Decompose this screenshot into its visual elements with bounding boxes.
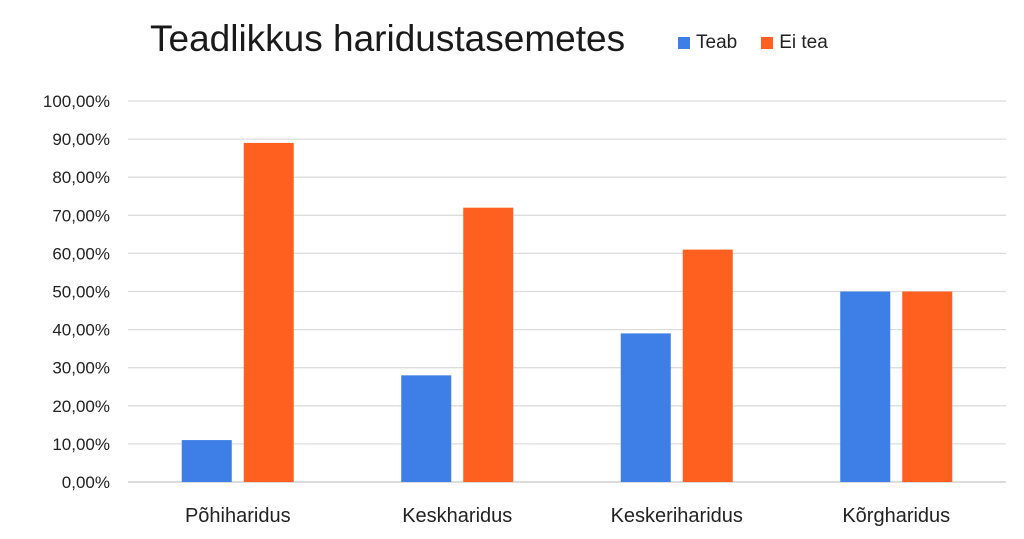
- legend-label-ei-tea: Ei tea: [779, 32, 828, 53]
- legend-item-ei-tea: Ei tea: [761, 32, 828, 54]
- y-tick-label: 90,00%: [52, 130, 110, 149]
- y-tick-label: 40,00%: [52, 321, 110, 340]
- x-category-label: Põhiharidus: [185, 505, 291, 527]
- chart-title: Teadlikkus haridustasemetes: [150, 18, 626, 59]
- bar-ei-tea: [902, 291, 953, 482]
- legend-swatch-teab: [678, 37, 690, 49]
- y-tick-label: 10,00%: [52, 435, 110, 454]
- bar-teab: [840, 291, 891, 482]
- y-tick-label: 30,00%: [52, 359, 110, 378]
- legend-swatch-ei-tea: [761, 37, 774, 49]
- bar-teab: [620, 333, 671, 482]
- x-category-label: Keskharidus: [402, 505, 512, 527]
- bar-ei-tea: [463, 207, 514, 482]
- y-tick-label: 0,00%: [62, 473, 110, 492]
- bar-teab: [401, 375, 452, 482]
- legend-item-teab: Teab: [678, 32, 737, 54]
- y-tick-label: 70,00%: [52, 206, 110, 225]
- bar-teab: [181, 440, 232, 482]
- bar-ei-tea: [243, 142, 294, 482]
- legend-label-teab: Teab: [696, 32, 738, 53]
- x-category-label: Keskeriharidus: [611, 505, 743, 527]
- x-category-label: Kõrgharidus: [842, 505, 950, 527]
- bar-ei-tea: [682, 249, 733, 482]
- y-tick-label: 50,00%: [52, 283, 110, 302]
- y-tick-label: 20,00%: [52, 397, 110, 416]
- y-tick-label: 80,00%: [52, 168, 110, 187]
- y-tick-label: 60,00%: [52, 244, 110, 263]
- legend: Teab Ei tea: [678, 32, 828, 54]
- y-tick-label: 100,00%: [43, 92, 110, 111]
